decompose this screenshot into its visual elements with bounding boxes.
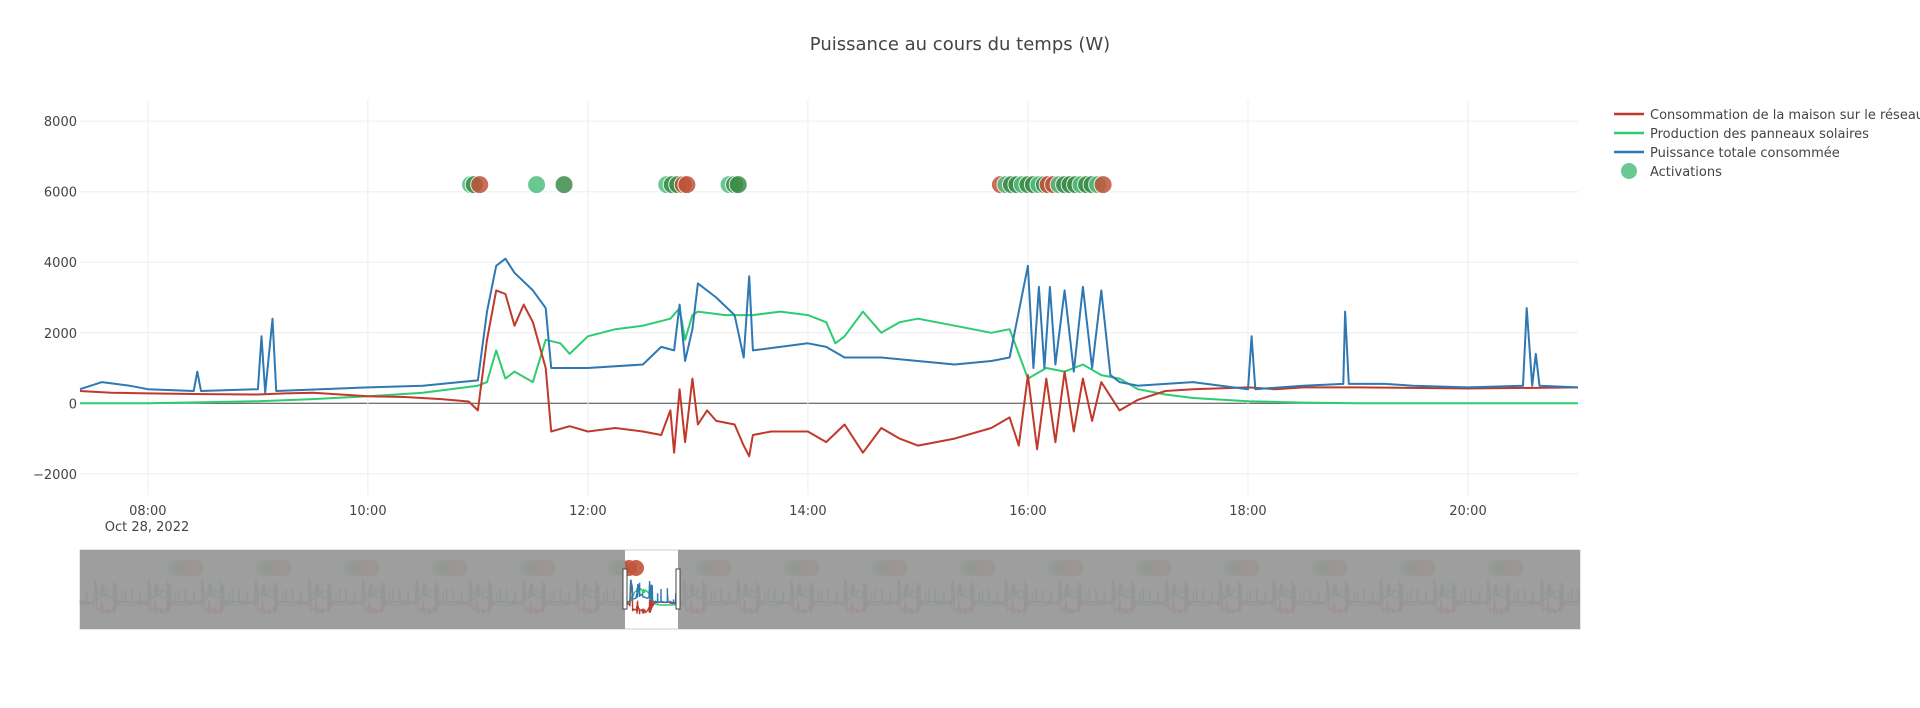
x-tick-label: 14:00 [789,504,826,519]
legend-swatch-activations [1621,163,1637,179]
x-tick-label: 18:00 [1229,504,1266,519]
y-tick-label: 8000 [44,115,77,130]
range-slider-activation-marker [628,560,644,576]
x-axis-ticks: 08:00 10:00 12:00 14:00 16:00 18:00 20:00 [129,504,1487,519]
range-slider-series-line-grid-consumption [615,584,670,615]
series-line-total [79,257,1579,394]
legend-item-solar[interactable]: Production des panneaux solaires [1614,127,1869,142]
series-line-grid-consumption [79,289,1579,458]
activation-marker [1093,175,1113,195]
x-tick-label: 20:00 [1449,504,1486,519]
legend-label-grid-consumption: Consommation de la maison sur le réseau [1650,108,1920,123]
y-tick-label: 2000 [44,327,77,342]
legend-item-total[interactable]: Puissance totale consommée [1614,146,1840,161]
y-axis-ticks: −2000 0 2000 4000 6000 8000 [33,115,77,483]
y-tick-label: 6000 [44,186,77,201]
range-slider-mask-right[interactable] [678,550,1580,629]
activation-marker [470,175,490,195]
x-tick-label: 16:00 [1009,504,1046,519]
legend[interactable]: Consommation de la maison sur le réseau … [1614,108,1920,180]
activation-marker [554,175,574,195]
y-tick-label: 0 [69,397,77,412]
x-tick-label: 12:00 [569,504,606,519]
legend-label-activations: Activations [1650,165,1722,180]
activation-marker [728,175,748,195]
series-lines[interactable] [79,257,1579,458]
range-slider-mask-left[interactable] [80,550,625,629]
range-slider[interactable] [79,549,1581,630]
activation-markers[interactable] [461,175,1113,195]
x-tick-label: 10:00 [349,504,386,519]
activation-marker [527,175,547,195]
activation-marker [677,175,697,195]
range-slider-handle-left[interactable] [622,568,628,610]
legend-item-grid-consumption[interactable]: Consommation de la maison sur le réseau [1614,108,1920,123]
y-tick-label: −2000 [33,468,77,483]
x-tick-label: 08:00 [129,504,166,519]
chart-title: Puissance au cours du temps (W) [810,34,1110,55]
range-slider-handle-right[interactable] [675,568,681,610]
x-axis-date-label: Oct 28, 2022 [105,520,190,535]
legend-item-activations[interactable]: Activations [1621,163,1722,180]
series-line-solar [80,307,1578,405]
y-tick-label: 4000 [44,256,77,271]
gridlines [80,100,1578,495]
legend-label-total: Puissance totale consommée [1650,146,1840,161]
legend-label-solar: Production des panneaux solaires [1650,127,1869,142]
